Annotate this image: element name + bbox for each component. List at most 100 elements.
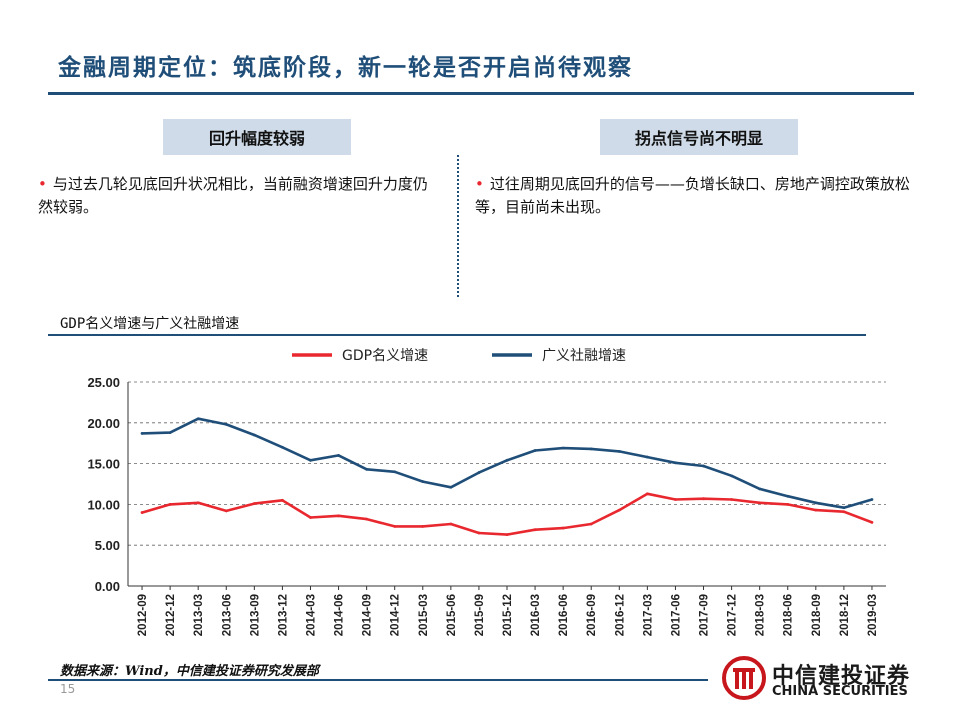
data-point: [421, 525, 425, 528]
data-point: [730, 474, 733, 478]
page-number: 15: [60, 682, 76, 696]
data-point: [561, 446, 565, 450]
data-point: [758, 487, 762, 491]
data-point: [870, 520, 874, 524]
x-tick-label: 2015-12: [502, 594, 514, 636]
data-point: [589, 447, 593, 451]
x-tick-label: 2013-09: [249, 594, 261, 636]
data-point: [561, 526, 565, 530]
data-point: [393, 525, 397, 528]
right-bullet: • 过往周期见底回升的信号——负增长缺口、房地产调控政策放松等，目前尚未出现。: [475, 173, 935, 219]
x-tick-label: 2013-03: [193, 594, 205, 636]
data-point: [477, 531, 481, 535]
x-tick-label: 2018-06: [783, 594, 795, 636]
data-point: [702, 497, 705, 501]
data-point: [365, 517, 369, 521]
title-rule: [48, 92, 914, 95]
bullet-dot-icon: •: [38, 175, 47, 193]
y-tick-label: 20.00: [87, 416, 120, 431]
data-point: [617, 449, 621, 453]
x-tick-label: 2013-06: [221, 594, 233, 636]
data-point: [730, 498, 733, 501]
bullet-dot-icon: •: [475, 175, 484, 193]
y-tick-label: 5.00: [95, 538, 120, 553]
data-point: [786, 494, 790, 498]
chart-rule: [48, 334, 866, 336]
data-source: 数据来源：Wind，中信建投证券研究发展部: [60, 664, 319, 679]
data-point: [224, 509, 228, 513]
logo-text-en: CHINA SECURITIES: [772, 684, 908, 699]
x-tick-label: 2018-12: [839, 594, 851, 636]
data-point: [758, 501, 762, 505]
page-title: 金融周期定位：筑底阶段，新一轮是否开启尚待观察: [58, 54, 633, 81]
data-point: [168, 431, 172, 434]
source-rule: [48, 679, 708, 681]
logo-text-cn: 中信建投证券: [772, 664, 911, 689]
data-point: [617, 508, 621, 512]
data-point: [814, 508, 818, 512]
data-point: [674, 461, 677, 465]
data-point: [252, 502, 256, 505]
y-tick-label: 25.00: [87, 375, 120, 390]
data-point: [533, 528, 537, 532]
x-tick-label: 2019-03: [867, 594, 879, 636]
data-point: [702, 464, 705, 468]
x-tick-label: 2016-03: [530, 594, 542, 636]
x-tick-label: 2013-12: [277, 594, 289, 636]
x-tick-label: 2018-09: [811, 594, 823, 636]
x-tick-label: 2017-12: [727, 594, 739, 636]
data-point: [842, 506, 846, 510]
x-tick-label: 2016-06: [558, 594, 570, 636]
data-point: [842, 510, 846, 514]
data-point: [168, 503, 172, 506]
data-point: [196, 417, 200, 421]
x-tick-label: 2014-06: [334, 594, 346, 636]
y-tick-label: 0.00: [95, 579, 120, 594]
data-point: [786, 503, 790, 506]
data-point: [252, 433, 256, 437]
data-point: [337, 514, 340, 518]
data-point: [196, 501, 200, 505]
legend-label: GDP名义增速: [342, 348, 428, 364]
x-tick-label: 2015-03: [418, 594, 430, 636]
data-point: [309, 516, 312, 519]
series-line-1: [141, 492, 873, 536]
data-point: [309, 458, 312, 462]
data-point: [281, 445, 284, 449]
data-point: [224, 423, 228, 426]
x-tick-label: 2017-09: [699, 594, 711, 636]
data-point: [505, 458, 509, 462]
data-point: [140, 432, 144, 435]
x-tick-label: 2014-03: [305, 594, 317, 636]
x-tick-label: 2015-09: [474, 594, 486, 636]
y-tick-label: 10.00: [87, 497, 120, 512]
chart-heading: GDP名义增速与广义社融增速: [60, 316, 240, 332]
section-divider: [457, 155, 459, 297]
data-point: [870, 498, 874, 501]
right-section-heading: 拐点信号尚不明显: [600, 119, 798, 155]
x-tick-label: 2016-09: [586, 594, 598, 636]
line-chart: 0.00 5.00 10.00 15.00 20.00 25.00 2012-09 2012-…: [87, 348, 886, 636]
left-bullet-text: 与过去几轮见底回升状况相比，当前融资增速回升力度仍然较弱。: [38, 175, 428, 216]
data-point: [589, 522, 593, 526]
data-point: [449, 522, 453, 526]
company-logo: 中信建投证券 CHINA SECURITIES: [722, 656, 922, 706]
x-tick-label: 2017-06: [670, 594, 682, 636]
left-section-heading: 回升幅度较弱: [163, 119, 351, 155]
data-point: [421, 480, 425, 483]
data-point: [674, 498, 677, 501]
data-point: [477, 471, 481, 474]
x-tick-label: 2012-09: [137, 594, 149, 636]
x-tick-label: 2015-06: [446, 594, 458, 636]
right-bullet-text: 过往周期见底回升的信号——负增长缺口、房地产调控政策放松等，目前尚未出现。: [475, 175, 910, 216]
x-tick-label: 2012-12: [165, 594, 177, 636]
data-point: [140, 511, 144, 514]
x-tick-label: 2014-09: [362, 594, 374, 636]
data-point: [645, 455, 649, 459]
x-tick-label: 2014-12: [390, 594, 402, 636]
left-bullet: • 与过去几轮见底回升状况相比，当前融资增速回升力度仍然较弱。: [38, 173, 438, 219]
logo-emblem-icon: [722, 656, 766, 700]
data-point: [449, 485, 453, 489]
x-tick-label: 2018-03: [755, 594, 767, 636]
y-tick-label: 15.00: [87, 457, 120, 472]
